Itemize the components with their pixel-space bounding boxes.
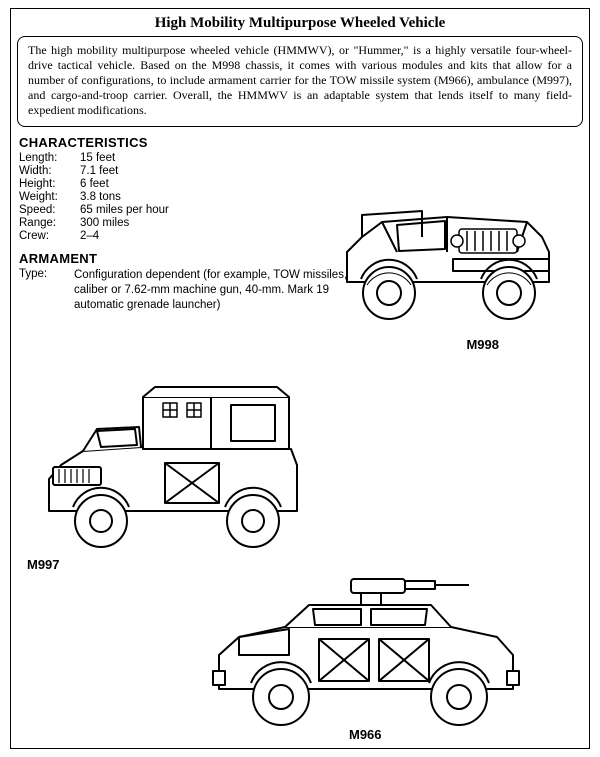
figure-m998	[327, 167, 567, 337]
table-row: Length:15 feet	[19, 152, 175, 165]
spec-label: Crew:	[19, 230, 80, 243]
table-row: Speed:65 miles per hour	[19, 204, 175, 217]
vehicle-icon	[327, 167, 567, 337]
description-box: The high mobility multipurpose wheeled v…	[17, 36, 583, 127]
characteristics-heading: CHARACTERISTICS	[19, 135, 583, 150]
table-row: Range:300 miles	[19, 217, 175, 230]
spec-value: 300 miles	[80, 217, 175, 230]
page-title: High Mobility Multipurpose Wheeled Vehic…	[17, 15, 583, 32]
table-row: Crew:2–4	[19, 230, 175, 243]
figure-label-m998: M998	[466, 337, 499, 352]
table-row: Weight:3.8 tons	[19, 191, 175, 204]
figure-label-m997: M997	[27, 557, 60, 572]
spec-value: 6 feet	[80, 178, 175, 191]
figure-label-m966: M966	[349, 727, 382, 742]
spec-label: Length:	[19, 152, 80, 165]
spec-value: 7.1 feet	[80, 165, 175, 178]
page-frame: High Mobility Multipurpose Wheeled Vehic…	[10, 8, 590, 749]
spec-label: Speed:	[19, 204, 80, 217]
table-row: Height:6 feet	[19, 178, 175, 191]
characteristics-table: Length:15 feet Width:7.1 feet Height:6 f…	[19, 152, 175, 243]
figure-m997	[31, 379, 311, 559]
spec-value: 2–4	[80, 230, 175, 243]
spec-value: 65 miles per hour	[80, 204, 175, 217]
figure-m966	[201, 559, 531, 734]
spec-value: 3.8 tons	[80, 191, 175, 204]
table-row: Width:7.1 feet	[19, 165, 175, 178]
spec-label: Width:	[19, 165, 80, 178]
vehicle-icon	[31, 379, 311, 559]
armament-label: Type:	[19, 268, 74, 313]
spec-label: Weight:	[19, 191, 80, 204]
spec-value: 15 feet	[80, 152, 175, 165]
vehicle-icon	[201, 559, 531, 734]
spec-label: Range:	[19, 217, 80, 230]
spec-label: Height:	[19, 178, 80, 191]
